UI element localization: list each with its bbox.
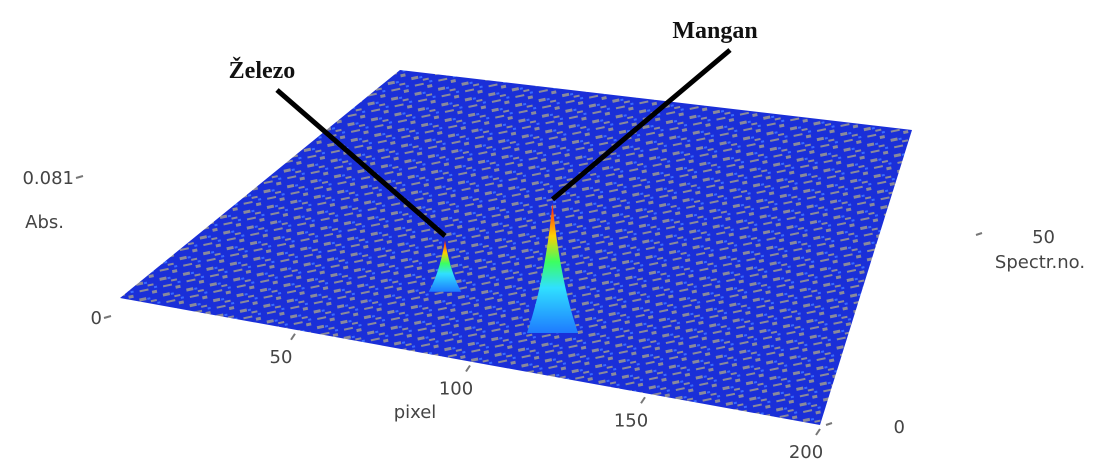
x-tick <box>465 364 471 373</box>
y-tick <box>825 422 833 426</box>
z-tick-label: 0.081 <box>22 168 74 189</box>
z-tick <box>75 175 84 179</box>
z-tick-label: 0 <box>91 308 102 329</box>
x-axis-label: pixel <box>394 402 437 423</box>
surface <box>120 70 912 425</box>
annotation: Železo <box>229 57 296 84</box>
y-axis-label: Spectr.no. <box>995 252 1085 273</box>
z-tick <box>103 315 112 319</box>
x-tick <box>815 428 821 436</box>
y-tick <box>975 232 983 236</box>
y-tick-label: 50 <box>1032 227 1055 248</box>
x-tick-label: 200 <box>789 442 823 460</box>
x-tick-label: 50 <box>270 347 293 368</box>
x-tick-label: 100 <box>439 379 473 400</box>
y-tick-label: 0 <box>894 417 905 438</box>
x-tick <box>290 333 296 341</box>
peak <box>526 203 579 334</box>
x-tick <box>640 396 646 404</box>
annotation: Mangan <box>672 18 757 44</box>
annotation-line <box>550 48 732 202</box>
annotation-line <box>275 88 447 238</box>
peak <box>428 239 462 292</box>
x-tick-label: 150 <box>614 410 648 431</box>
z-axis-label: Abs. <box>25 212 64 233</box>
